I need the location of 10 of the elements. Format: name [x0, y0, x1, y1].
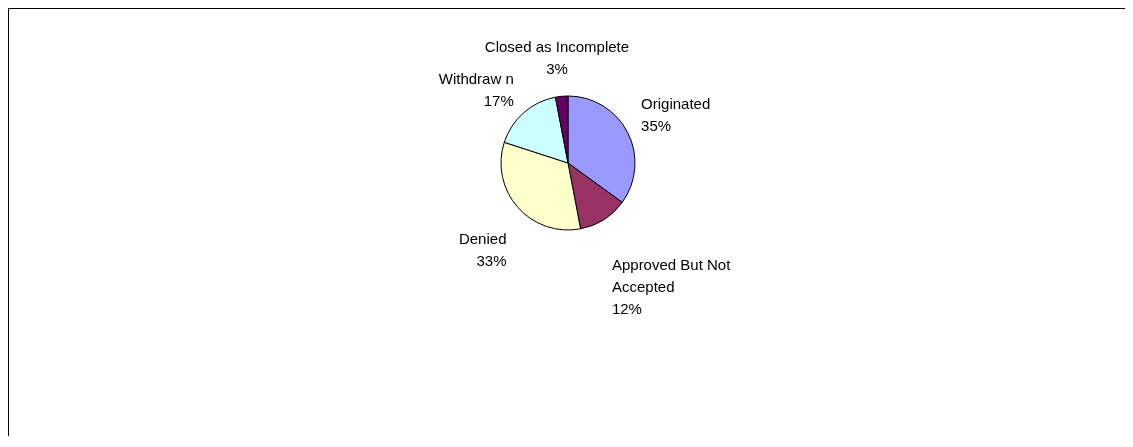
- data-label: 33%: [476, 252, 507, 270]
- data-label: 35%: [641, 116, 672, 134]
- data-label: 12%: [611, 300, 642, 318]
- data-label: 3%: [546, 59, 568, 77]
- slice-label: Closed as Incomplete: [484, 37, 630, 55]
- slice-label: Denied: [458, 230, 507, 248]
- data-label: 17%: [483, 92, 514, 110]
- slice-label: Originated: [641, 94, 711, 112]
- slice-label: Approved But Not Accepted: [611, 256, 732, 296]
- slice-label: Withdraw n: [438, 70, 514, 88]
